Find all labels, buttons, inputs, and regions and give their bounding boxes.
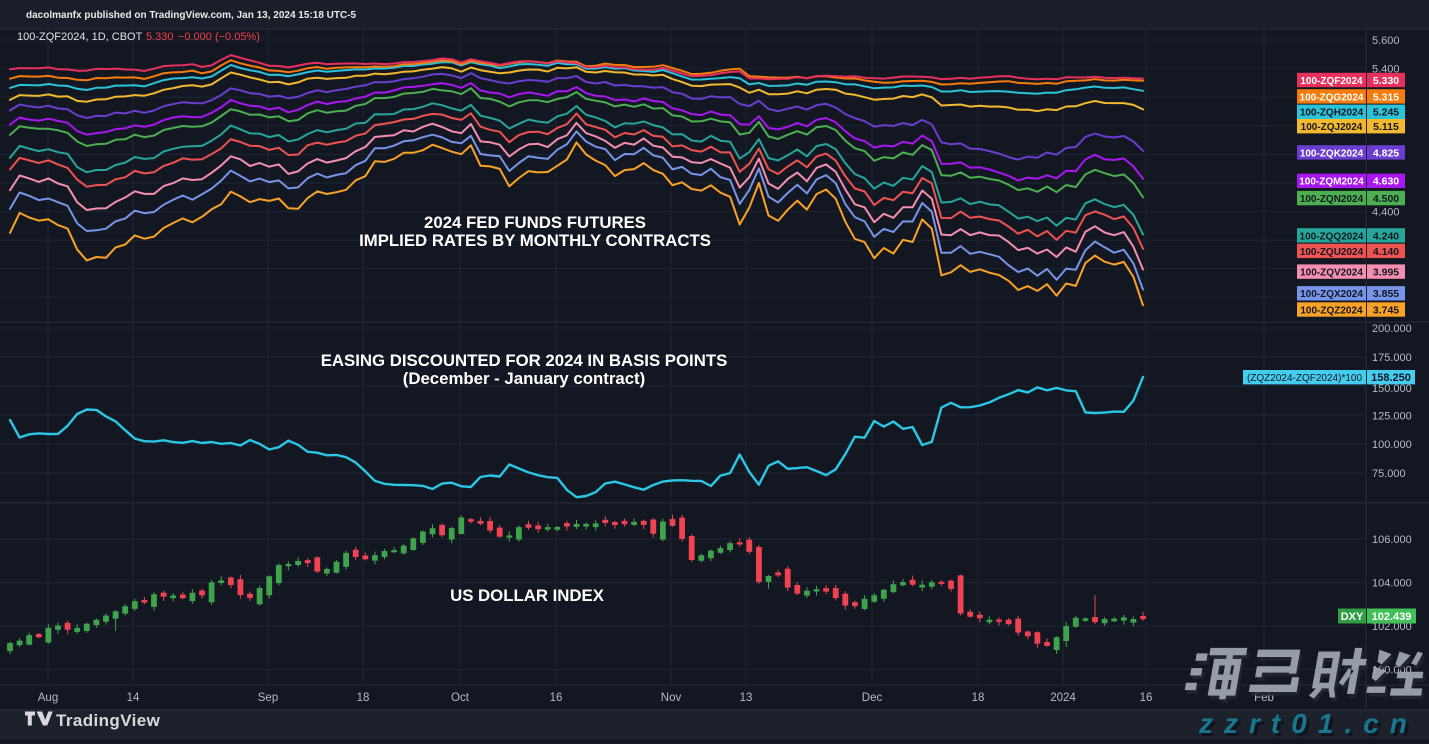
svg-text:(December - January contract): (December - January contract) [403, 369, 645, 388]
svg-text:100-ZQF2024, 1D, CBOT: 100-ZQF2024, 1D, CBOT [17, 31, 143, 43]
svg-text:4.500: 4.500 [1373, 193, 1399, 205]
svg-text:TradingView: TradingView [56, 711, 161, 730]
svg-text:4.400: 4.400 [1372, 207, 1400, 219]
svg-text:5.245: 5.245 [1373, 107, 1399, 119]
svg-text:100-ZQG2024: 100-ZQG2024 [1300, 92, 1364, 103]
svg-text:3.855: 3.855 [1373, 288, 1399, 300]
svg-text:75.000: 75.000 [1372, 468, 1406, 480]
svg-text:5.330: 5.330 [1373, 75, 1399, 87]
svg-text:Sep: Sep [258, 692, 278, 704]
svg-text:5.400: 5.400 [1372, 64, 1400, 76]
svg-text:3.745: 3.745 [1373, 304, 1399, 316]
svg-text:Aug: Aug [38, 692, 58, 704]
svg-text:13: 13 [740, 692, 753, 704]
svg-text:104.000: 104.000 [1372, 578, 1412, 590]
svg-text:100-ZQM2024: 100-ZQM2024 [1299, 177, 1364, 188]
svg-text:IMPLIED RATES BY MONTHLY CONTR: IMPLIED RATES BY MONTHLY CONTRACTS [359, 231, 711, 250]
svg-text:100-ZQJ2024: 100-ZQJ2024 [1301, 122, 1363, 133]
svg-text:100-ZQX2024: 100-ZQX2024 [1300, 289, 1363, 300]
svg-text:2024 FED FUNDS FUTURES: 2024 FED FUNDS FUTURES [424, 213, 646, 232]
svg-text:100-ZQN2024: 100-ZQN2024 [1300, 194, 1364, 205]
svg-text:100-ZQU2024: 100-ZQU2024 [1300, 247, 1364, 258]
svg-text:DXY: DXY [1341, 611, 1364, 623]
svg-text:100.000: 100.000 [1372, 439, 1412, 451]
svg-text:100-ZQZ2024: 100-ZQZ2024 [1300, 305, 1363, 316]
svg-text:4.240: 4.240 [1373, 230, 1399, 242]
svg-text:100-ZQK2024: 100-ZQK2024 [1300, 148, 1364, 159]
svg-text:4.140: 4.140 [1373, 246, 1399, 258]
svg-text:158.250: 158.250 [1371, 372, 1411, 384]
svg-text:18: 18 [357, 692, 370, 704]
svg-text:125.000: 125.000 [1372, 411, 1412, 423]
svg-text:200.000: 200.000 [1372, 323, 1412, 335]
svg-text:4.630: 4.630 [1373, 176, 1399, 188]
svg-text:16: 16 [1140, 692, 1153, 704]
svg-text:150.000: 150.000 [1372, 383, 1412, 395]
svg-text:Oct: Oct [451, 692, 470, 704]
svg-text:EASING DISCOUNTED FOR 2024 IN: EASING DISCOUNTED FOR 2024 IN BASIS POIN… [321, 351, 728, 370]
svg-text:102.000: 102.000 [1372, 621, 1412, 633]
svg-text:zzrt01.cn: zzrt01.cn [1198, 708, 1418, 739]
svg-text:dacolmanfx published on Tradin: dacolmanfx published on TradingView.com,… [26, 10, 357, 21]
svg-text:Dec: Dec [862, 692, 883, 704]
svg-text:(ZQZ2024-ZQF2024)*100: (ZQZ2024-ZQF2024)*100 [1247, 373, 1362, 384]
svg-text:3.995: 3.995 [1373, 267, 1399, 279]
svg-text:100-ZQH2024: 100-ZQH2024 [1300, 108, 1364, 119]
svg-text:5.315: 5.315 [1373, 91, 1399, 103]
svg-text:zzrt01.cn: zzrt01.cn [1201, 711, 1421, 739]
svg-text:2024: 2024 [1050, 692, 1076, 704]
svg-text:US DOLLAR INDEX: US DOLLAR INDEX [450, 586, 605, 605]
svg-text:18: 18 [972, 692, 985, 704]
svg-text:100-ZQV2024: 100-ZQV2024 [1300, 268, 1363, 279]
svg-text:100-ZQF2024: 100-ZQF2024 [1300, 76, 1363, 87]
svg-text:4.825: 4.825 [1373, 147, 1399, 159]
svg-text:100-ZQQ2024: 100-ZQQ2024 [1300, 231, 1364, 242]
svg-text:5.115: 5.115 [1373, 121, 1399, 133]
svg-text:102.439: 102.439 [1372, 611, 1412, 623]
svg-text:Nov: Nov [661, 692, 682, 704]
svg-text:16: 16 [550, 692, 563, 704]
svg-text:106.000: 106.000 [1372, 534, 1412, 546]
svg-text:14: 14 [127, 692, 140, 704]
svg-text:5.600: 5.600 [1372, 35, 1400, 47]
svg-text:175.000: 175.000 [1372, 352, 1412, 364]
svg-text:5.330 −0.000 (−0.05%): 5.330 −0.000 (−0.05%) [146, 31, 260, 43]
